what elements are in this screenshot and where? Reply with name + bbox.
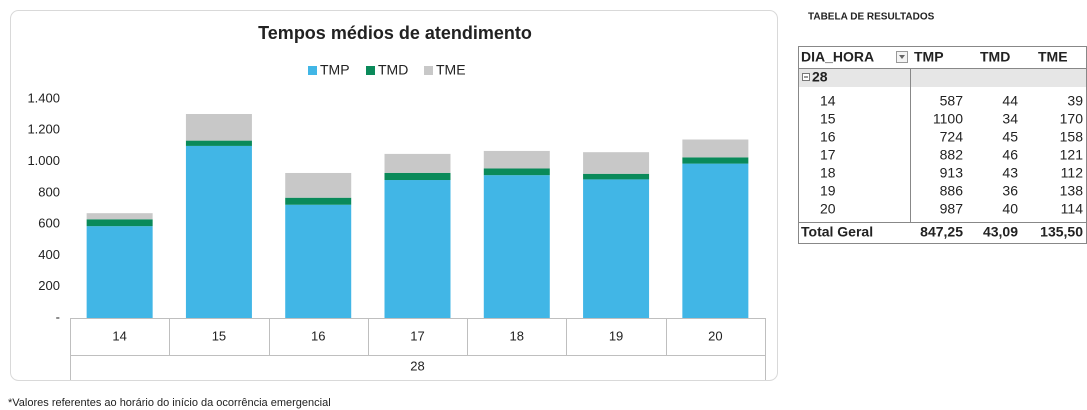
table-cell: 121: [1060, 147, 1084, 163]
bar-segment: [483, 175, 550, 318]
bar-segment: [185, 145, 252, 318]
table-hour: 19: [820, 183, 836, 199]
bar-segment: [483, 150, 550, 169]
group-label: 28: [410, 358, 424, 373]
table-total: 43,09: [983, 224, 1018, 240]
table-header: TME: [1038, 49, 1068, 65]
table-header: DIA_HORA: [801, 49, 874, 65]
y-tick-label: 1.000: [27, 153, 60, 168]
legend-swatch: [424, 66, 433, 75]
table-cell: 724: [940, 129, 964, 145]
table-cell: 913: [940, 165, 964, 181]
x-tick-label: 17: [410, 328, 424, 343]
bar-segment: [583, 179, 650, 318]
y-tick-label: 1.400: [27, 90, 60, 105]
table-cell: 36: [1002, 183, 1018, 199]
bar-segment: [682, 163, 749, 318]
y-tick-label: 1.200: [27, 122, 60, 137]
table-cell: 882: [940, 147, 964, 163]
table-cell: 34: [1002, 111, 1018, 127]
y-tick-label: 400: [38, 247, 60, 262]
x-tick-label: 14: [112, 328, 126, 343]
table-cell: 112: [1061, 165, 1084, 181]
table-cell: 138: [1060, 183, 1084, 199]
bar-segment: [384, 180, 451, 318]
table-hour: 18: [820, 165, 836, 181]
table-total: Total Geral: [801, 224, 873, 240]
x-tick-label: 19: [609, 328, 623, 343]
bar-segment: [583, 152, 650, 174]
table-cell: 987: [940, 201, 964, 217]
bar-segment: [682, 157, 749, 164]
table-hour: 15: [820, 111, 836, 127]
table-cell: 587: [940, 93, 964, 109]
y-tick-label: 200: [38, 278, 60, 293]
table-cell: 114: [1061, 201, 1084, 217]
bar-segment: [483, 168, 550, 176]
table-cell: 45: [1002, 129, 1018, 145]
table-hour: 20: [820, 201, 836, 217]
table-cell: 158: [1060, 129, 1084, 145]
footnote: *Valores referentes ao horário do início…: [8, 397, 331, 409]
bar-segment: [583, 173, 650, 180]
x-tick-label: 16: [311, 328, 325, 343]
legend-swatch: [366, 66, 375, 75]
table-cell: 1100: [933, 111, 963, 127]
bar-segment: [185, 114, 252, 141]
bar-segment: [185, 140, 252, 146]
bar-segment: [384, 172, 451, 181]
table-title: TABELA DE RESULTADOS: [808, 12, 935, 23]
table-total: 135,50: [1040, 224, 1083, 240]
table-hour: 17: [820, 147, 836, 163]
bar-segment: [86, 226, 153, 318]
table-cell: 44: [1002, 93, 1018, 109]
bar-segment: [384, 153, 451, 173]
table-cell: 170: [1060, 111, 1084, 127]
x-tick-label: 18: [510, 328, 524, 343]
table-hour: 14: [820, 93, 836, 109]
legend-label: TME: [436, 62, 466, 78]
legend-label: TMP: [320, 62, 350, 78]
table-header: TMD: [980, 49, 1010, 65]
y-tick-label: 600: [38, 216, 60, 231]
table-cell: 43: [1002, 165, 1018, 181]
legend-swatch: [308, 66, 317, 75]
chart-title: Tempos médios de atendimento: [258, 23, 532, 43]
table-group: 28: [812, 69, 828, 85]
table-header: TMP: [914, 49, 944, 65]
legend-label: TMD: [378, 62, 408, 78]
bar-segment: [682, 139, 749, 158]
table-cell: 40: [1002, 201, 1018, 217]
group-row-bg: [799, 69, 1086, 87]
table-cell: 39: [1067, 93, 1083, 109]
y-tick-label: -: [56, 309, 60, 324]
table-cell: 46: [1002, 147, 1018, 163]
x-tick-label: 20: [708, 328, 722, 343]
bar-segment: [285, 172, 352, 198]
x-tick-label: 15: [212, 328, 226, 343]
bar-segment: [285, 197, 352, 205]
bar-segment: [285, 204, 352, 318]
y-tick-label: 800: [38, 184, 60, 199]
table-cell: 886: [940, 183, 964, 199]
bar-segment: [86, 219, 153, 227]
table-hour: 16: [820, 129, 836, 145]
filter-arrow: [899, 55, 905, 59]
table-total: 847,25: [920, 224, 963, 240]
bar-segment: [86, 213, 153, 220]
